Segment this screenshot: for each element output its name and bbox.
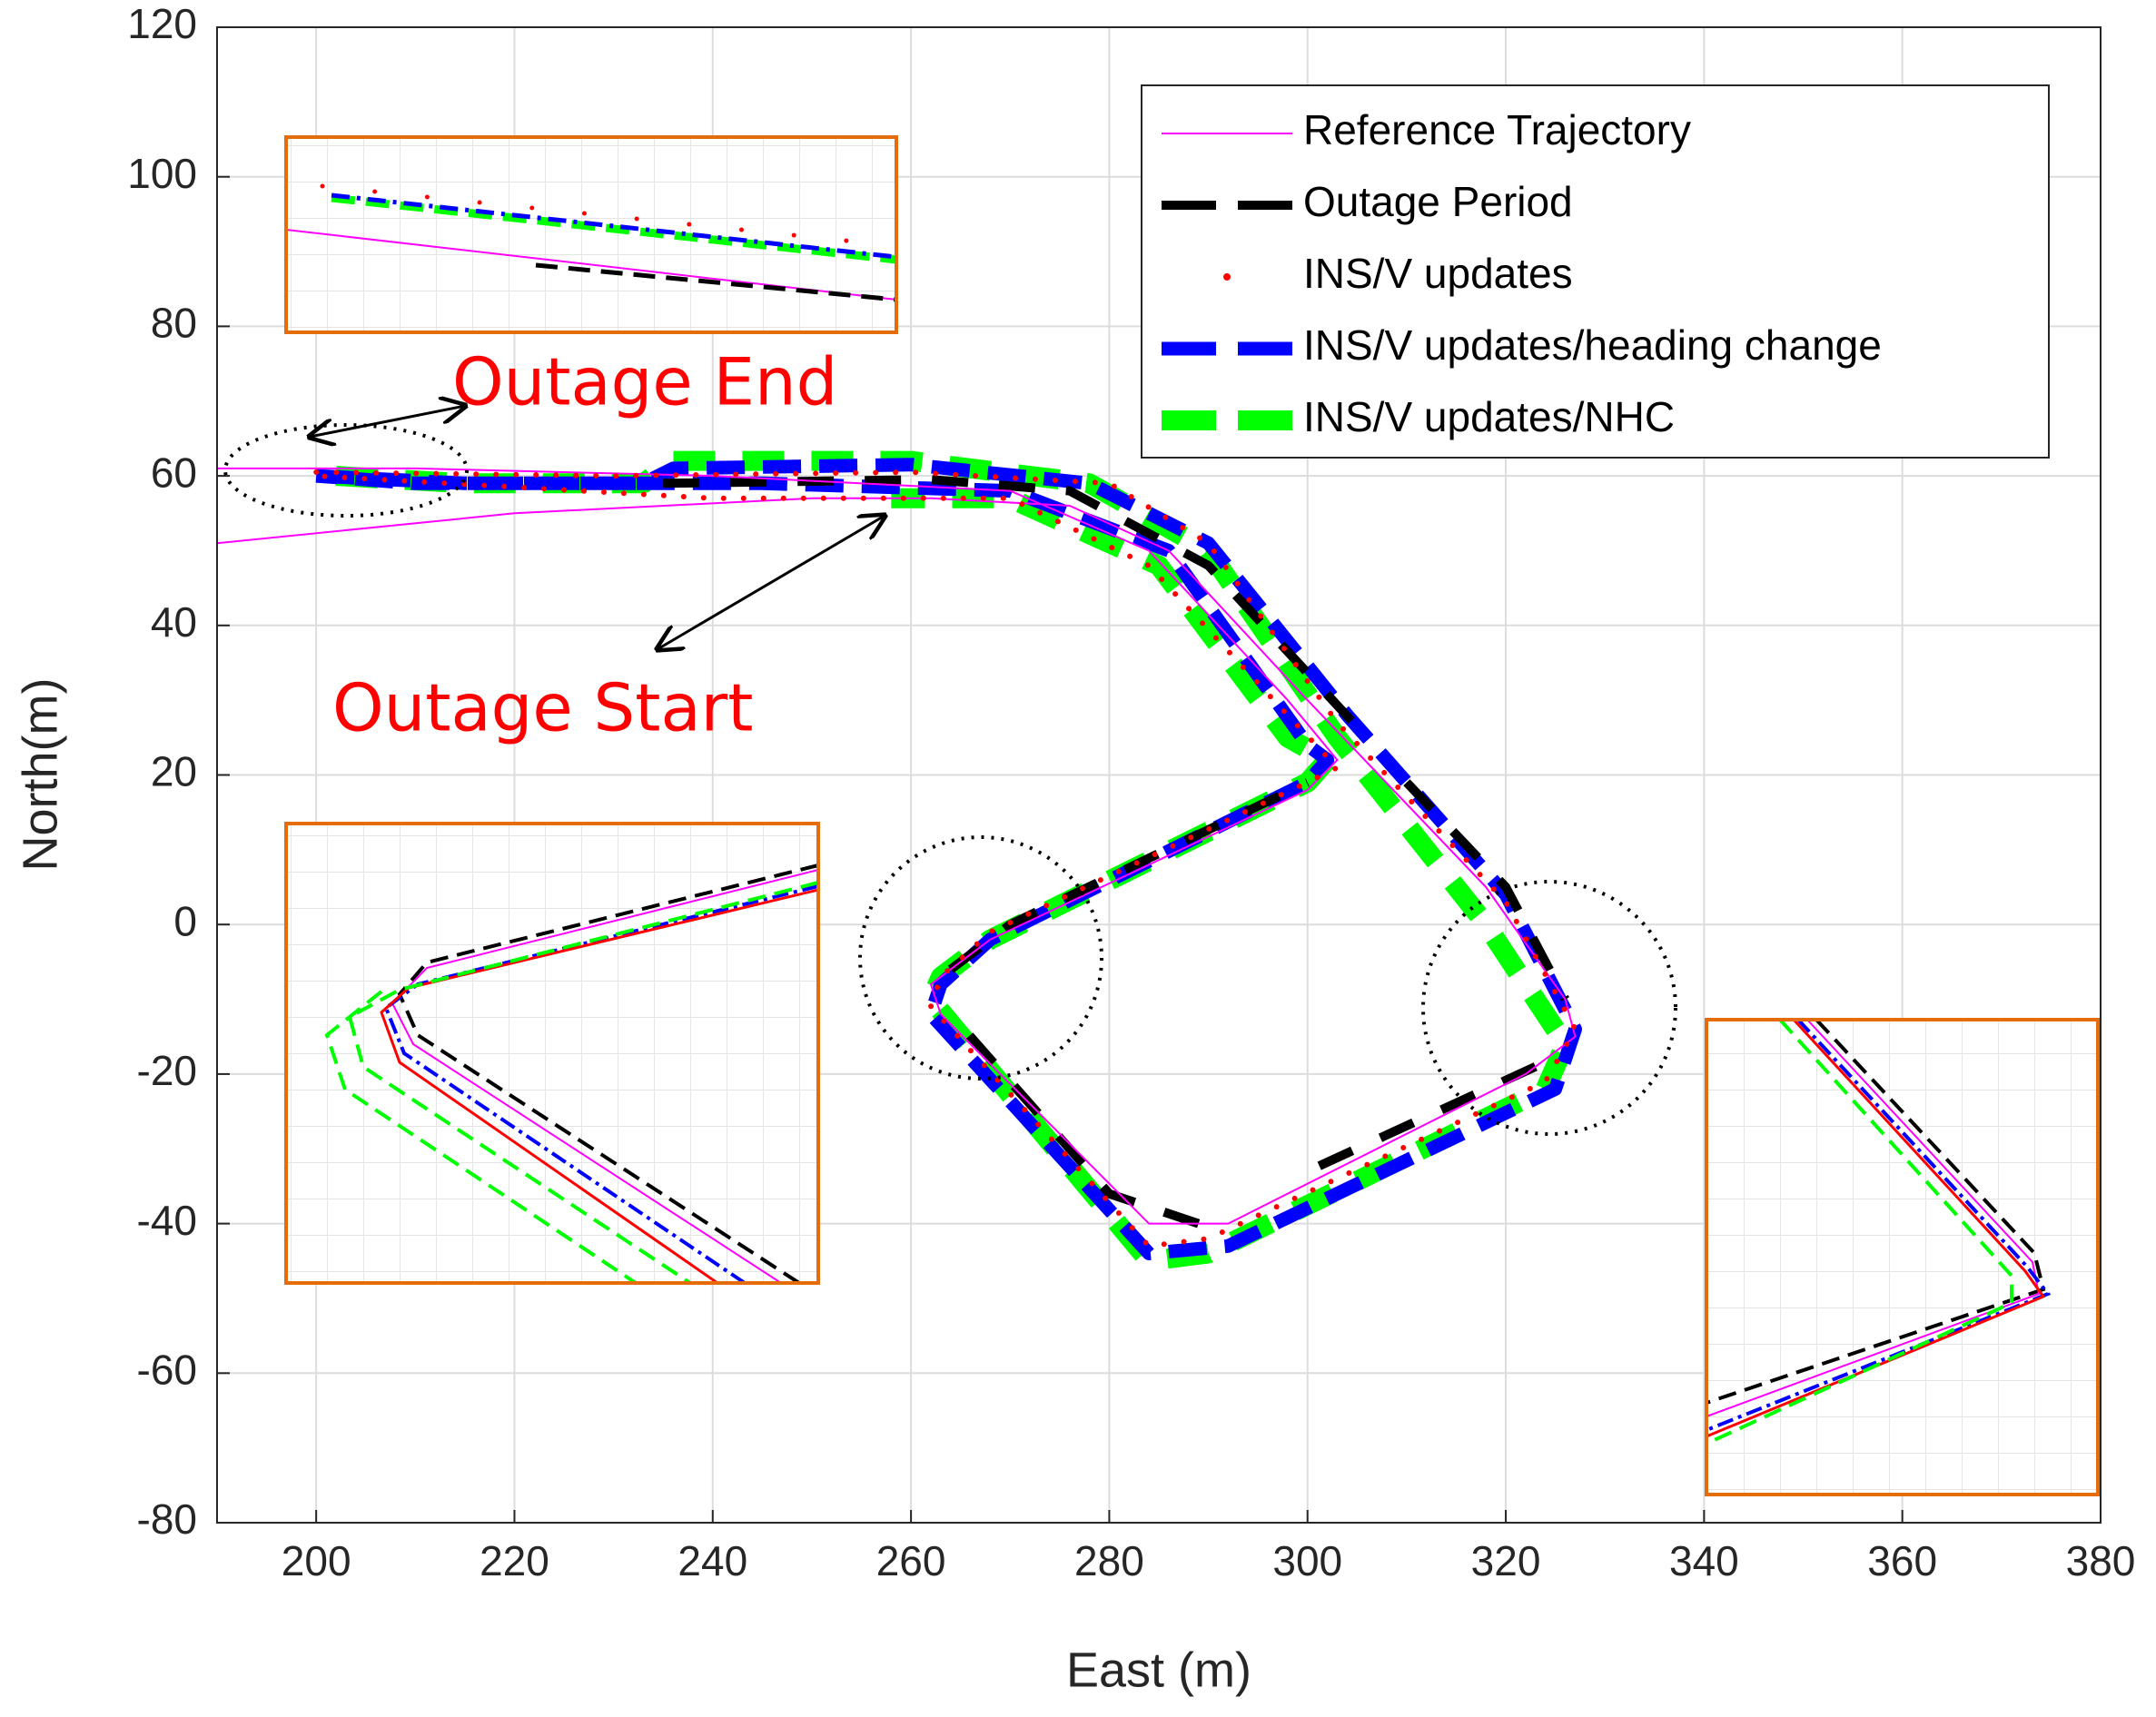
legend-box [1141, 84, 2050, 459]
trajectory-line [663, 475, 1569, 1229]
arrow [658, 516, 885, 649]
inset-grid [1706, 1020, 2098, 1495]
y-tick-label: 120 [127, 0, 197, 47]
x-tick-label: 260 [876, 1537, 946, 1584]
annotation: Outage Start [332, 670, 753, 746]
inset-line [380, 888, 819, 1285]
inset-grid [286, 137, 896, 332]
inset-frame [284, 822, 820, 1285]
legend-label: INS/V updates/NHC [1303, 393, 1675, 440]
x-tick-label: 340 [1669, 1537, 1739, 1584]
inset-line [331, 192, 897, 260]
legend-label: INS/V updates/heading change [1303, 321, 1882, 369]
inset-line [1706, 1018, 2046, 1405]
x-axis-title: East (m) [1066, 1643, 1251, 1697]
y-tick-label: 80 [151, 300, 197, 347]
inset-line [347, 881, 819, 1285]
legend: Reference Trajectory Outage Period INS/V u… [1141, 84, 2050, 459]
legend-label: INS/V updates [1303, 250, 1573, 297]
inset [284, 822, 820, 1285]
x-tick-label: 200 [282, 1537, 351, 1584]
inset-line [1706, 1018, 2013, 1446]
inset-grid [286, 824, 818, 1283]
x-tick-label: 360 [1867, 1537, 1937, 1584]
inset-line [324, 990, 638, 1285]
x-tick-label: 220 [480, 1537, 549, 1584]
arrow [310, 406, 465, 437]
y-tick-label: 100 [127, 150, 197, 197]
y-axis-title: North(m) [13, 678, 67, 872]
y-tick-label: -60 [137, 1346, 197, 1393]
y-tick-label: 0 [173, 897, 197, 944]
x-tick-label: 300 [1272, 1537, 1342, 1584]
inset-line [331, 193, 897, 264]
y-tick-label: -20 [137, 1047, 197, 1094]
x-tick-label: 320 [1471, 1537, 1541, 1584]
legend-label: Reference Trajectory [1303, 106, 1691, 153]
inset-line [535, 262, 897, 302]
y-tick-label: -40 [137, 1197, 197, 1244]
x-tick-label: 240 [677, 1537, 747, 1584]
legend-label: Outage Period [1303, 178, 1573, 225]
inset [1705, 1018, 2100, 1496]
inset [284, 135, 898, 334]
y-tick-label: 20 [151, 748, 197, 795]
inset-frame [284, 135, 898, 334]
plot-area [216, 450, 1582, 1271]
y-tick-label: 60 [151, 449, 197, 496]
annotation: Outage End [452, 344, 837, 420]
y-tick-label: -80 [137, 1495, 197, 1543]
x-tick-label: 380 [2066, 1537, 2136, 1584]
y-tick-label: 40 [151, 598, 197, 646]
trajectory-line [216, 467, 1577, 1225]
x-tick-label: 280 [1074, 1537, 1144, 1584]
legend-swatch [1223, 273, 1231, 281]
highlight-circle [1421, 880, 1677, 1136]
inset-line [1706, 1018, 2052, 1432]
highlight-circle [858, 835, 1103, 1081]
inset-line [285, 229, 897, 301]
inset-frame [1705, 1018, 2100, 1496]
